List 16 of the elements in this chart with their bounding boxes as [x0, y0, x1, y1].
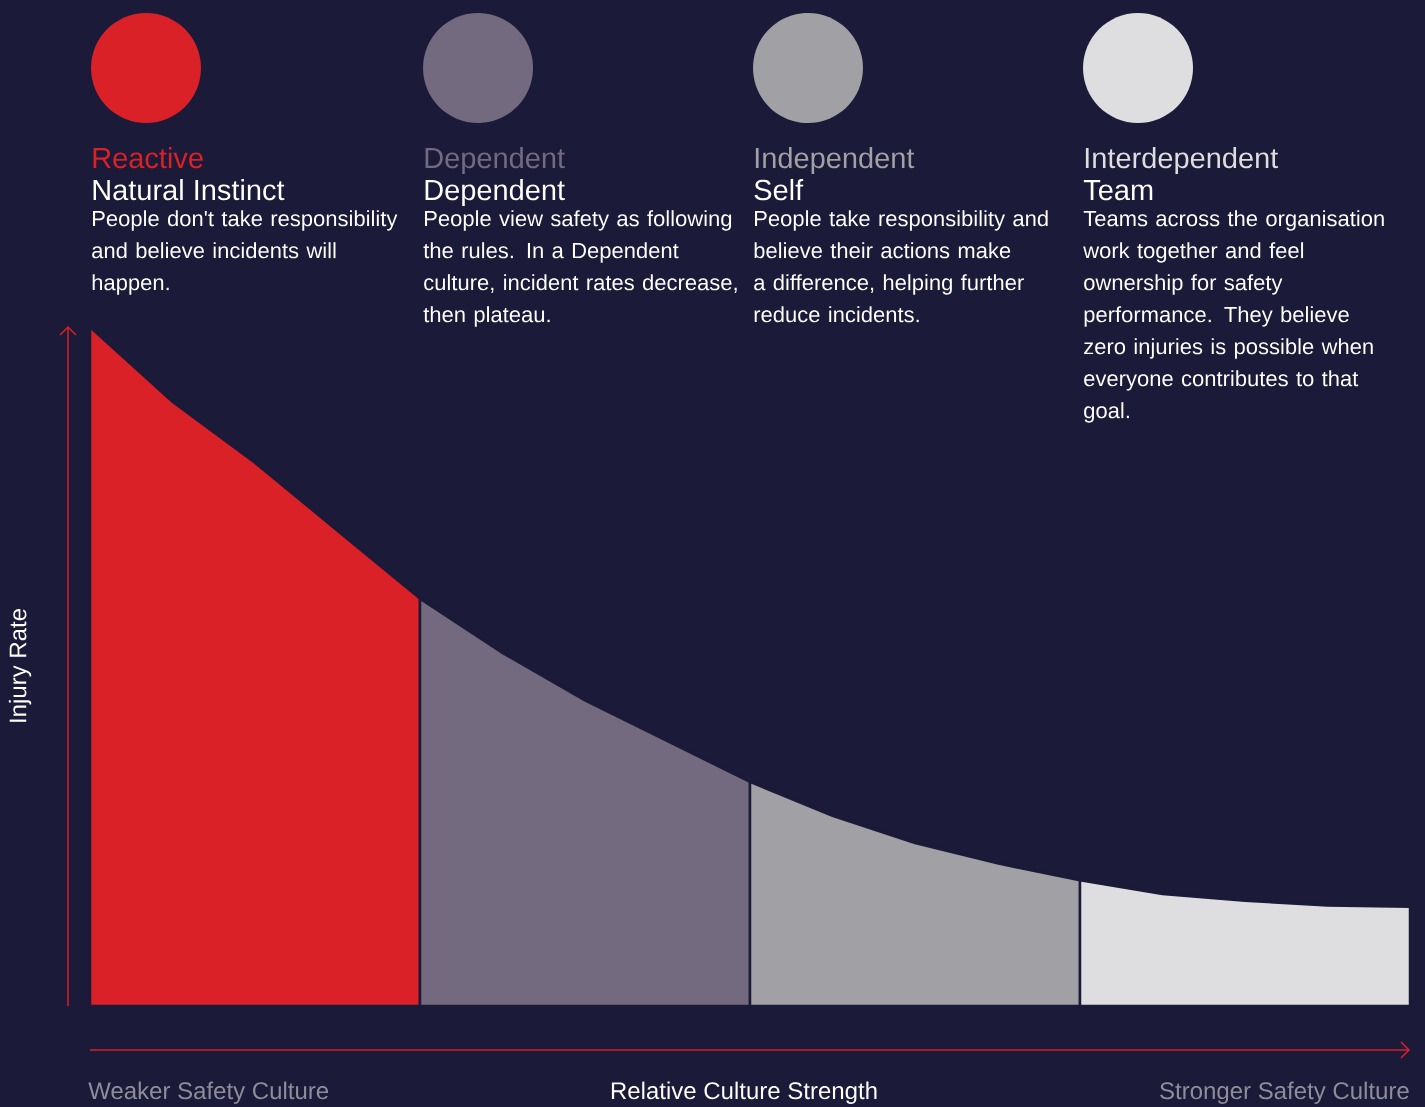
text: Self: [754, 178, 804, 201]
annotation: Teams across the organisation work together and feel ownership for safety performance. They believe zero injuries is possible when everyone contributes to that goal.: [1083, 210, 1384, 423]
text: Dependent: [425, 146, 565, 174]
text: Stronger Safety Culture: [1160, 1081, 1409, 1104]
text: People take responsibility and believe their actions make a difference, helping further reduce incidents.: [754, 210, 1048, 323]
text: Weaker Safety Culture: [88, 1081, 329, 1104]
text: People view safety as following the rules. In a Dependent culture, incident rates decrease, then plateau.: [423, 210, 737, 327]
x-axis-title: Relative Culture Strength: [611, 1081, 877, 1104]
y-axis-title: Injury Rate: [8, 609, 32, 722]
text: Independent: [755, 146, 915, 174]
text: Interdependent: [1085, 146, 1279, 174]
text: Dependent: [425, 178, 565, 206]
text: Reactive: [93, 146, 203, 169]
text: Team: [1083, 180, 1153, 201]
text: People don't take responsibility and believe incidents will happen.: [92, 210, 398, 295]
text: Natural Instinct: [93, 178, 285, 201]
